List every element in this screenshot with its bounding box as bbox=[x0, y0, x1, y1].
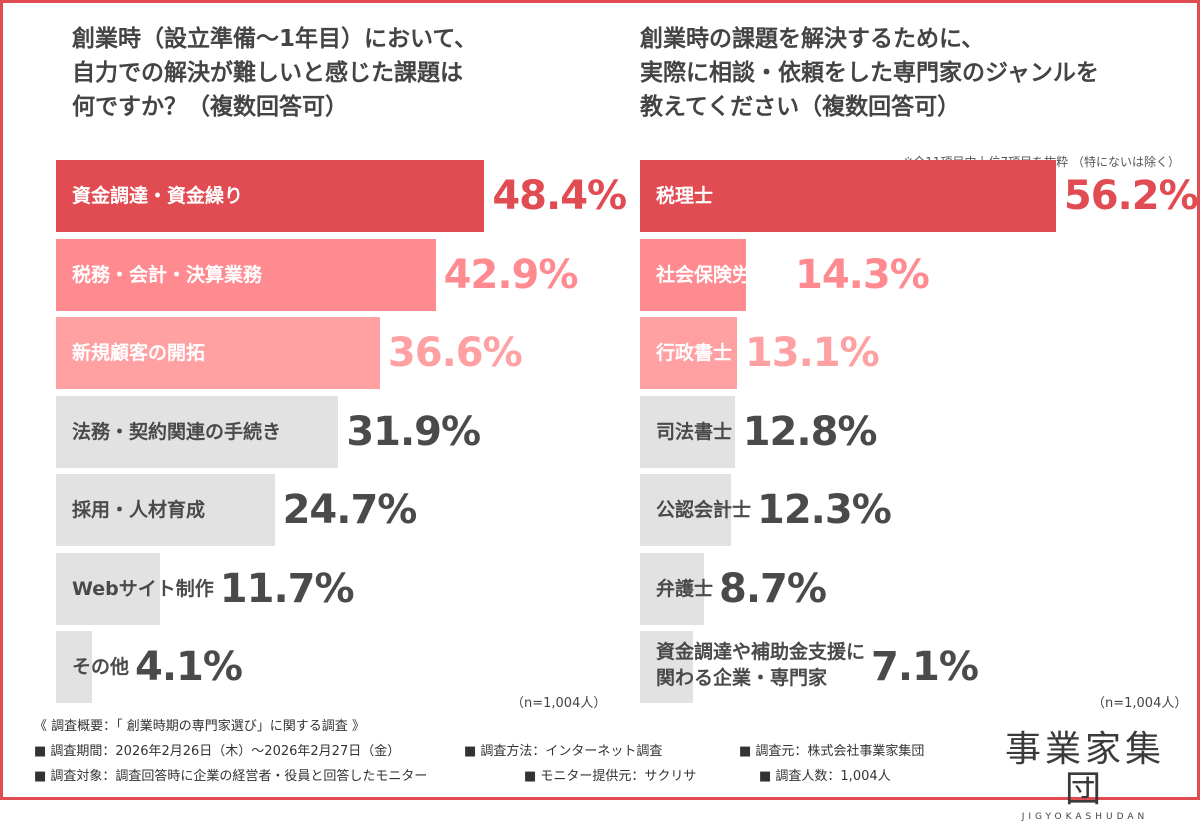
left-chart-title: 創業時（設立準備〜1年目）において、 自力での解決が難しいと感じた課題は 何です… bbox=[56, 22, 616, 124]
right-bar-4 bbox=[640, 395, 735, 468]
right-bar-label-2: 社会保険労務士 bbox=[656, 263, 790, 286]
right-title-line-2: 実際に相談・依頼をした専門家のジャンルを bbox=[640, 60, 1099, 86]
left-bar-value-6: 11.7% bbox=[219, 565, 355, 612]
right-bar-value-3: 13.1% bbox=[744, 330, 880, 376]
right-bar-value-7: 7.1% bbox=[871, 644, 979, 690]
left-bar-label-4: 法務・契約関連の手続き bbox=[72, 420, 282, 443]
right-bar-value-4: 12.8% bbox=[742, 408, 878, 455]
left-bar-row-5: 採用・人材育成 24.7% bbox=[56, 474, 616, 546]
survey-overview: 《 調査概要：「 創業時期の専門家選び」に関する調査 》 ■ 調査期間：2026… bbox=[34, 714, 924, 789]
left-bar-row-4: 法務・契約関連の手続き 31.9% bbox=[56, 395, 616, 468]
survey-line-2: ■ 調査期間：2026年2月26日（木）〜2026年2月27日（金） ■ 調査方… bbox=[34, 739, 924, 764]
right-bar-value-6: 8.7% bbox=[719, 565, 827, 612]
left-bar-1 bbox=[56, 160, 485, 232]
right-bar-label-1: 税理士 bbox=[656, 185, 714, 207]
survey-line-3: ■ 調査対象：調査回答時に企業の経営者・役員と回答したモニター ■ モニター提供… bbox=[34, 764, 891, 789]
right-title-line-1: 創業時の課題を解決するために、 bbox=[640, 26, 985, 52]
left-bar-2 bbox=[56, 238, 436, 311]
left-title-line-2: 自力での解決が難しいと感じた課題は bbox=[72, 60, 463, 86]
survey-provider: ■ モニター提供元：サクリサ bbox=[524, 769, 697, 784]
survey-source: ■ 調査元：株式会社事業家集団 bbox=[739, 744, 925, 759]
left-bar-value-2: 42.9% bbox=[443, 251, 579, 298]
left-bar-row-1: 資金調達・資金繰り 48.4% bbox=[56, 160, 627, 232]
right-panel: 創業時の課題を解決するために、 実際に相談・依頼をした専門家のジャンルを 教えて… bbox=[640, 22, 1199, 711]
left-bar-value-3: 36.6% bbox=[387, 330, 523, 376]
survey-method: ■ 調査方法：インターネット調査 bbox=[464, 744, 663, 759]
brand-logo: 事業家集団 JIGYOKASHUDAN bbox=[995, 730, 1175, 822]
brand-romaji: JIGYOKASHUDAN bbox=[1021, 812, 1149, 822]
right-bar-row-2: 社会保険労務士 14.3% bbox=[640, 238, 1200, 311]
left-bar-5 bbox=[56, 474, 275, 546]
survey-target: ■ 調査対象：調査回答時に企業の経営者・役員と回答したモニター bbox=[34, 769, 428, 784]
right-bar-row-6: 弁護士 8.7% bbox=[640, 552, 1200, 625]
left-bar-label-6: Webサイト制作 bbox=[72, 577, 214, 600]
right-bar-label-5: 公認会計士 bbox=[656, 499, 752, 521]
right-bar-3 bbox=[640, 317, 737, 389]
right-bar-1 bbox=[640, 160, 1056, 232]
left-bar-row-3: 新規顧客の開拓 36.6% bbox=[56, 317, 616, 389]
left-sample-size: （n=1,004人） bbox=[511, 696, 607, 711]
left-bar-label-5: 採用・人材育成 bbox=[72, 499, 206, 521]
left-bar-6 bbox=[56, 552, 160, 625]
left-title-line-1: 創業時（設立準備〜1年目）において、 bbox=[72, 26, 478, 52]
left-bar-label-3: 新規顧客の開拓 bbox=[72, 342, 206, 364]
survey-count: ■ 調査人数：1,004人 bbox=[759, 769, 891, 784]
left-panel: 創業時（設立準備〜1年目）において、 自力での解決が難しいと感じた課題は 何です… bbox=[56, 22, 627, 711]
right-bar-value-1: 56.2% bbox=[1063, 173, 1199, 219]
right-chart-title: 創業時の課題を解決するために、 実際に相談・依頼をした専門家のジャンルを 教えて… bbox=[640, 22, 1180, 124]
right-bar-row-7: 資金調達や補助金支援に 関わる企業・専門家 7.1% bbox=[640, 631, 1200, 703]
left-bar-label-1: 資金調達・資金繰り bbox=[72, 185, 244, 207]
left-bar-7 bbox=[56, 631, 93, 703]
right-bar-label-3: 行政書士 bbox=[656, 342, 733, 364]
right-bar-label-7: 資金調達や補助金支援に 関わる企業・専門家 bbox=[656, 641, 866, 689]
brand-name: 事業家集団 bbox=[1004, 729, 1165, 810]
right-bar-5 bbox=[640, 474, 732, 546]
left-title-line-3: 何ですか？（複数回答可） bbox=[72, 94, 348, 120]
right-bar-row-3: 行政書士 13.1% bbox=[640, 317, 1200, 389]
right-bar-row-1: 税理士 56.2% bbox=[640, 160, 1200, 232]
right-bar-label-6: 弁護士 bbox=[656, 577, 714, 600]
left-bar-row-7: その他 4.1% bbox=[56, 631, 616, 703]
left-bar-label-2: 税務・会計・決算業務 bbox=[72, 263, 263, 286]
right-sample-size: （n=1,004人） bbox=[1092, 696, 1188, 711]
left-bar-row-2: 税務・会計・決算業務 42.9% bbox=[56, 238, 616, 311]
left-bar-row-6: Webサイト制作 11.7% bbox=[56, 552, 616, 625]
left-bar-value-7: 4.1% bbox=[135, 644, 243, 690]
right-bar-2 bbox=[640, 238, 746, 311]
right-bar-label-4: 司法書士 bbox=[656, 420, 733, 443]
right-bar-value-2: 14.3% bbox=[795, 251, 930, 298]
right-bar-7 bbox=[640, 631, 693, 703]
left-bar-value-5: 24.7% bbox=[282, 487, 418, 533]
left-bar-value-4: 31.9% bbox=[346, 408, 481, 455]
survey-period: ■ 調査期間：2026年2月26日（木）〜2026年2月27日（金） bbox=[34, 744, 401, 759]
right-bar-row-4: 司法書士 12.8% bbox=[640, 395, 1200, 468]
left-bar-3 bbox=[56, 317, 380, 389]
right-title-line-3: 教えてください（複数回答可） bbox=[640, 94, 961, 120]
right-bar-value-5: 12.3% bbox=[757, 487, 892, 533]
left-bar-4 bbox=[56, 395, 339, 468]
survey-heading: 《 調査概要：「 創業時期の専門家選び」に関する調査 》 bbox=[34, 719, 365, 734]
left-bar-label-7: その他 bbox=[72, 656, 130, 678]
right-bar-row-5: 公認会計士 12.3% bbox=[640, 474, 1200, 546]
right-bar-6 bbox=[640, 552, 705, 625]
left-bar-value-1: 48.4% bbox=[492, 173, 627, 219]
